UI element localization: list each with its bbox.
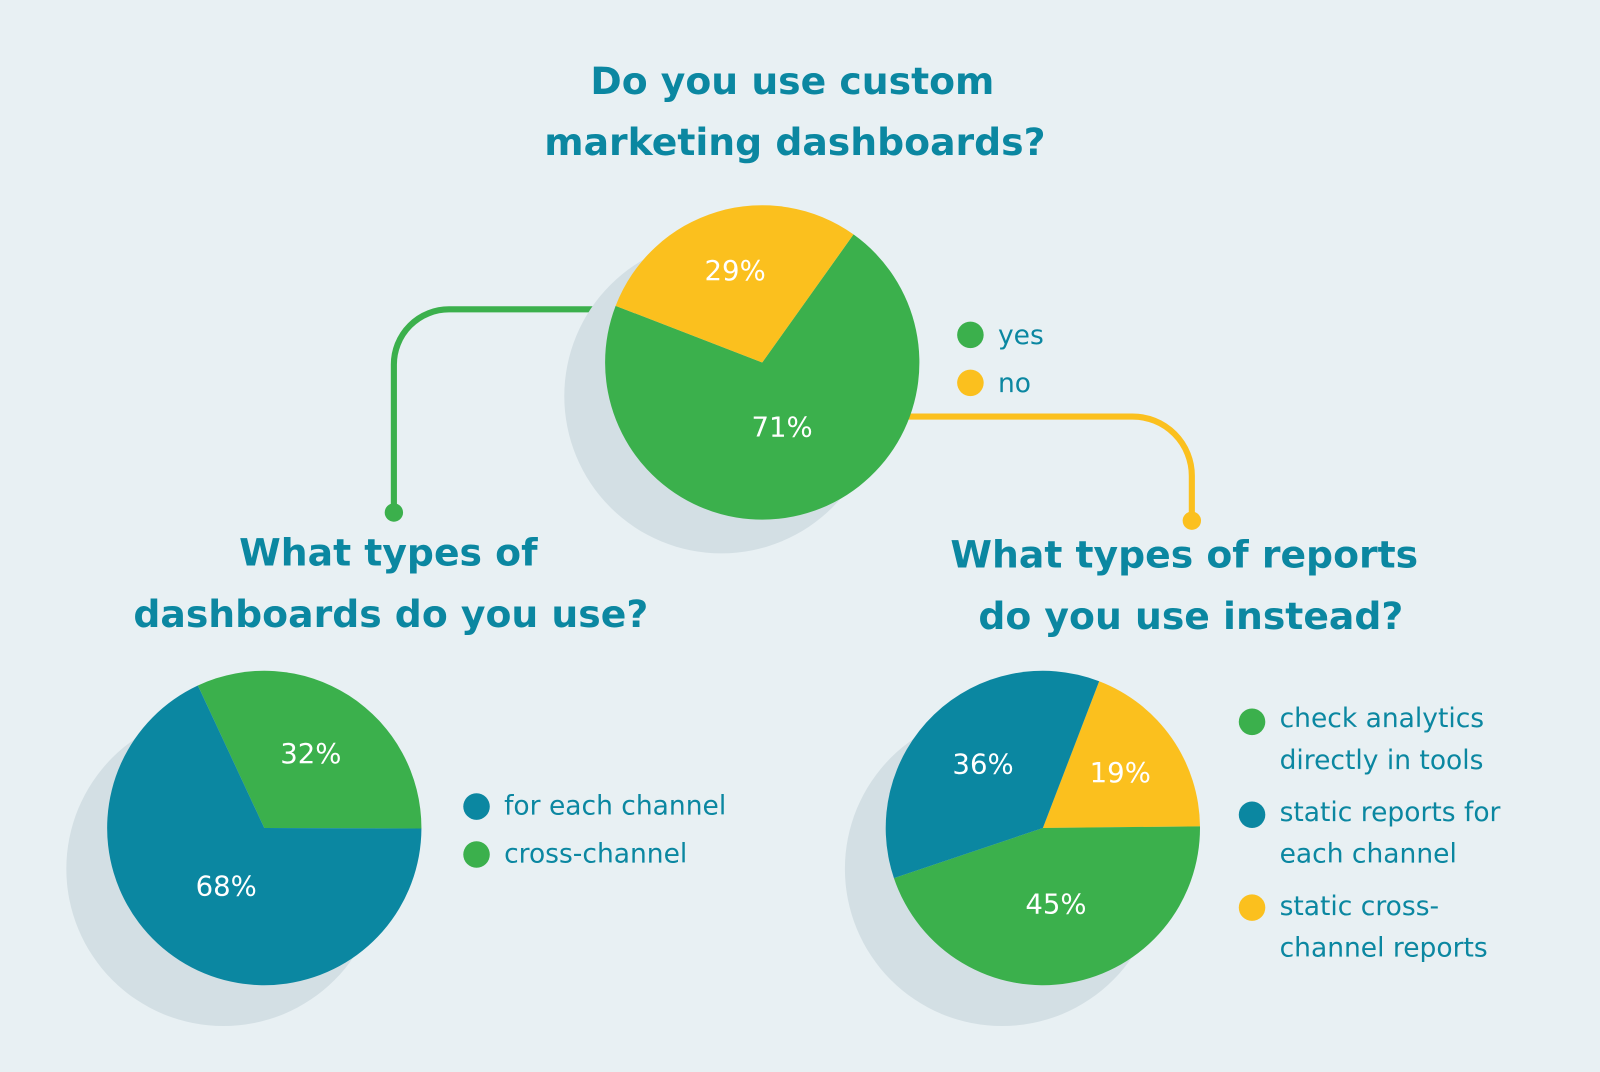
pie-label-for-each-channel: 68%: [196, 871, 257, 903]
legend-dot-static-cross-channel: [1238, 894, 1266, 921]
chart2-title-line2: dashboards do you use?: [133, 592, 648, 636]
chart1-title-line1: Do you use custom: [590, 59, 994, 103]
chart1-title-line2: marketing dashboards?: [544, 120, 1045, 164]
legend-line: static cross-: [1280, 891, 1440, 922]
legend-line: check analytics: [1280, 703, 1485, 734]
legend-label-cross-channel: cross-channel: [504, 839, 687, 870]
pie-label-yes: 71%: [752, 412, 813, 444]
pie-slice-no: [615, 205, 854, 363]
chart1-title: Do you use custom marketing dashboards?: [544, 59, 1045, 164]
legend-dot-no: [957, 369, 984, 397]
connector-yes-dot: [384, 503, 404, 522]
legend-dot-static-each-channel: [1238, 801, 1266, 828]
chart3-legend: check analytics directly in tools static…: [1238, 703, 1509, 964]
legend-line: static reports for: [1280, 797, 1501, 828]
legend-label-yes: yes: [998, 320, 1044, 351]
pie-slice-check-analytics-directly-in-tools: [893, 826, 1200, 986]
legend-label-static-cross-channel: static cross- channel reports: [1280, 891, 1488, 964]
pie-slice-for-each-channel: [107, 685, 422, 986]
chart1-legend: yes no: [957, 320, 1044, 399]
legend-label-check-analytics: check analytics directly in tools: [1280, 703, 1493, 776]
chart3-title-line1: What types of reports: [950, 533, 1418, 577]
pie-label-no: 29%: [705, 255, 766, 287]
pie-label-cross-channel: 32%: [280, 738, 341, 770]
connector-yes: [390, 306, 613, 513]
pie-slice-static-reports-for-each-channel: [885, 670, 1100, 879]
legend-dot-for-each-channel: [463, 793, 490, 820]
connector-no: [908, 413, 1195, 521]
chart2-title: What types of dashboards do you use?: [133, 531, 648, 636]
chart2-title-line1: What types of: [239, 531, 538, 575]
legend-line: directly in tools: [1280, 745, 1484, 776]
pie-slice-static-cross-channel-reports: [1042, 681, 1200, 828]
chart2-legend: for each channel cross-channel: [463, 791, 726, 870]
legend-dot-yes: [957, 321, 984, 349]
chart3-title-line2: do you use instead?: [978, 594, 1403, 638]
pie-label-check-analytics-directly-in-tools: 45%: [1025, 889, 1086, 921]
legend-label-static-each-channel: static reports for each channel: [1280, 797, 1509, 870]
legend-label-for-each-channel: for each channel: [504, 791, 726, 822]
legend-line: each channel: [1280, 839, 1457, 870]
pie-slice-cross-channel: [197, 670, 422, 829]
legend-label-no: no: [998, 368, 1031, 399]
connector-no-dot: [1182, 511, 1202, 530]
legend-dot-cross-channel: [463, 841, 490, 868]
legend-line: channel reports: [1280, 933, 1488, 964]
pie-label-static-cross-channel-reports: 19%: [1090, 757, 1151, 789]
pie-label-static-reports-for-each-channel: 36%: [952, 749, 1013, 781]
chart3-title: What types of reports do you use instead…: [950, 533, 1431, 638]
pie-slice-yes: [605, 234, 920, 520]
legend-dot-check-analytics: [1238, 708, 1266, 736]
